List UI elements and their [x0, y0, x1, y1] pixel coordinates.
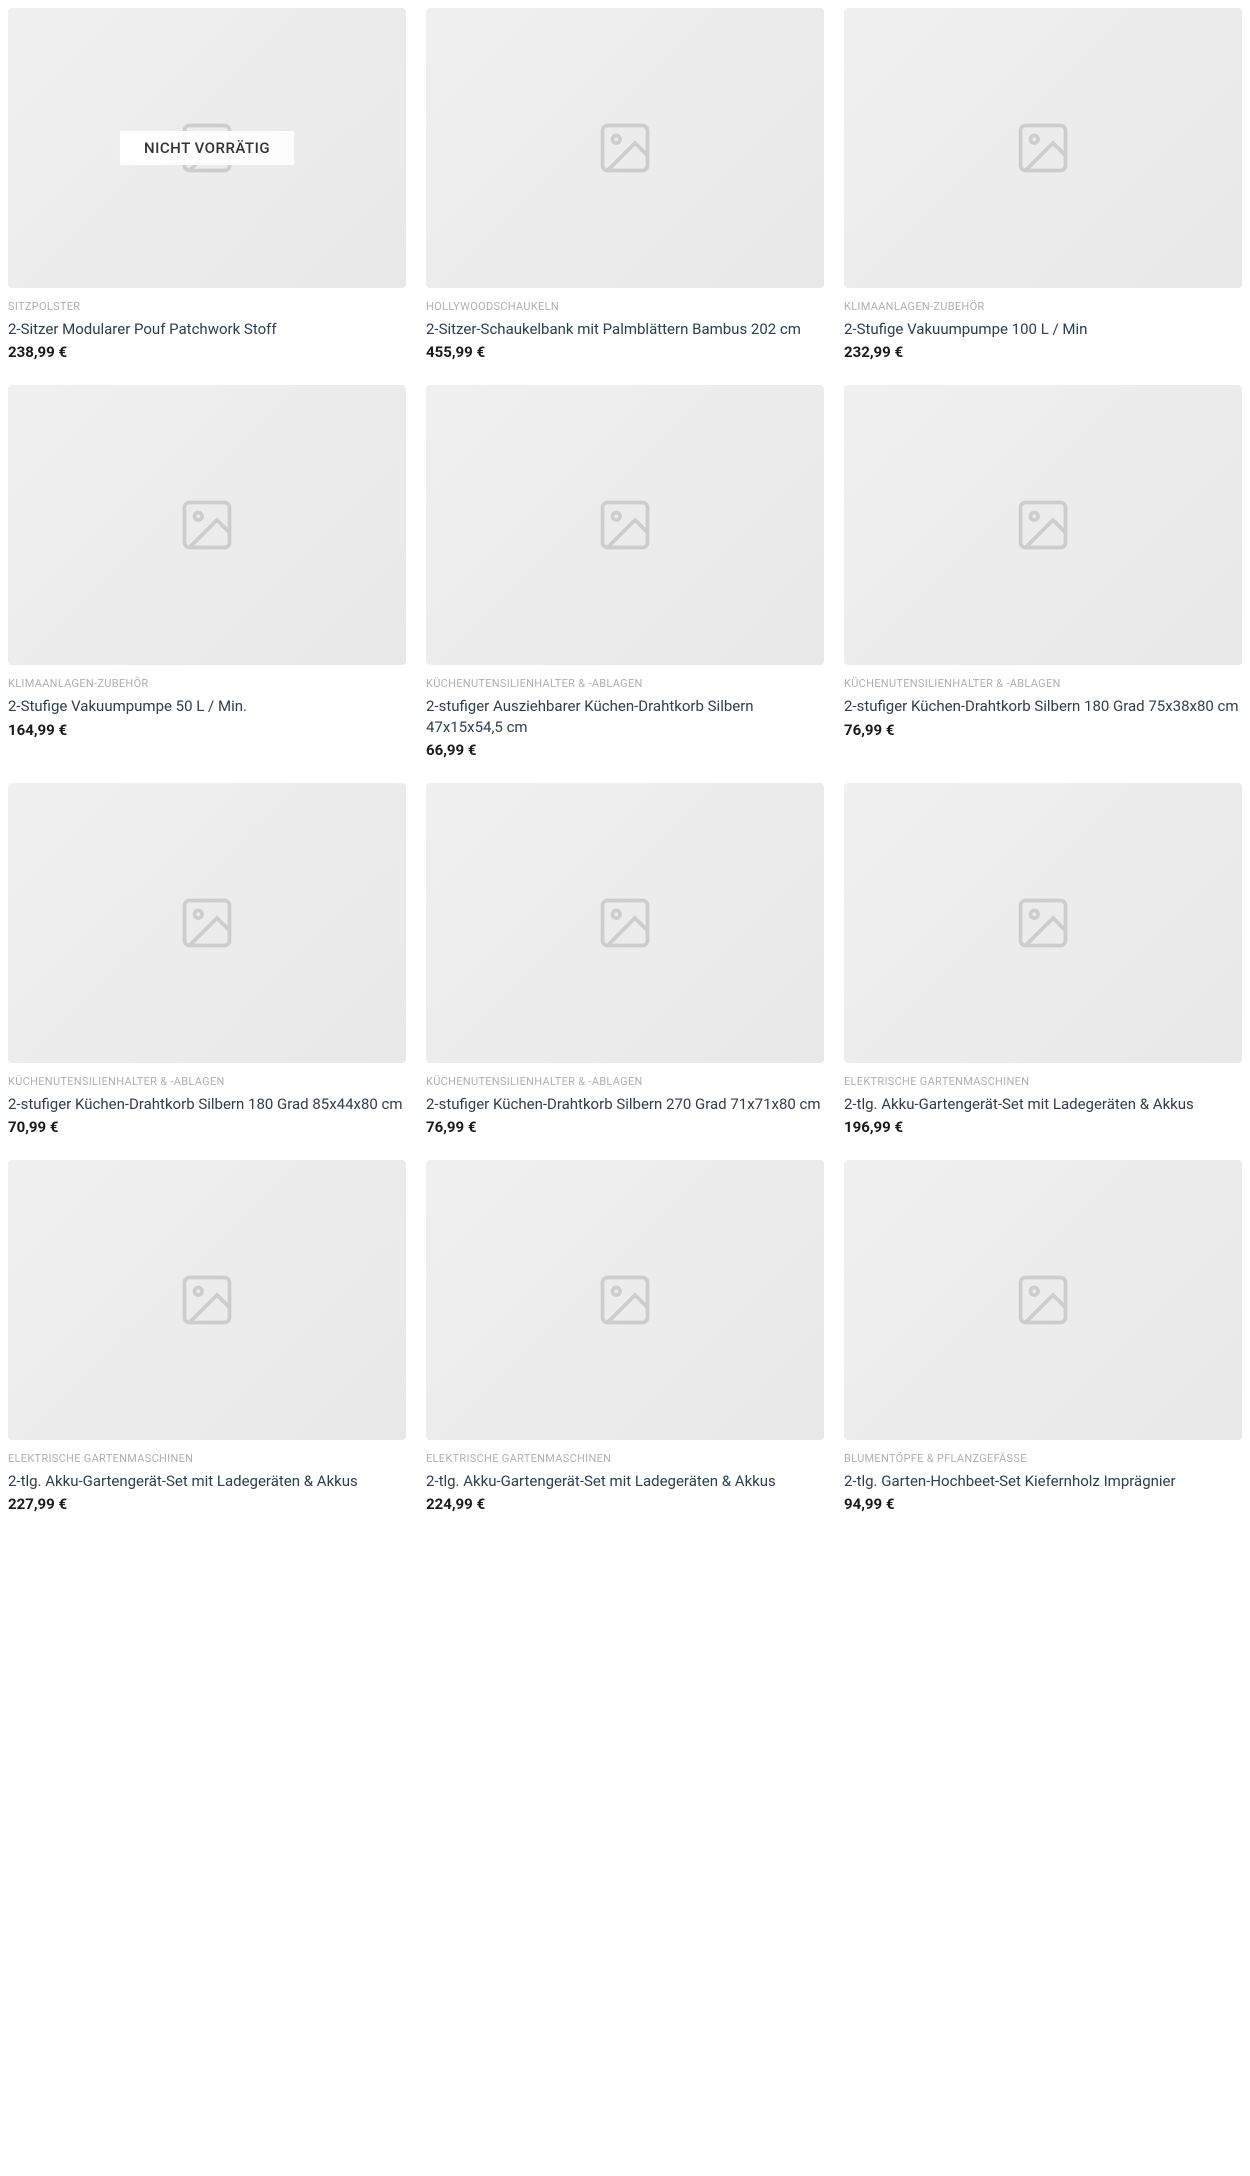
product-price: 66,99 € [426, 741, 824, 759]
out-of-stock-badge: NICHT VORRÄTIG [120, 131, 294, 165]
image-icon [1013, 495, 1073, 555]
image-placeholder [844, 783, 1242, 1063]
product-title[interactable]: 2-stufiger Küchen-Drahtkorb Silbern 180 … [8, 1094, 406, 1114]
product-category[interactable]: KÜCHENUTENSILIENHALTER & -ABLAGEN [844, 677, 1242, 690]
image-placeholder [426, 783, 824, 1063]
image-icon [177, 1270, 237, 1330]
product-card[interactable]: KÜCHENUTENSILIENHALTER & -ABLAGEN 2-stuf… [426, 783, 824, 1136]
product-price: 76,99 € [844, 721, 1242, 739]
product-card[interactable]: ELEKTRISCHE GARTENMASCHINEN 2-tlg. Akku-… [8, 1160, 406, 1513]
image-placeholder [844, 8, 1242, 288]
product-price: 70,99 € [8, 1118, 406, 1136]
product-image[interactable] [844, 783, 1242, 1063]
product-image[interactable] [426, 8, 824, 288]
image-icon [1013, 1270, 1073, 1330]
product-title[interactable]: 2-tlg. Akku-Gartengerät-Set mit Ladegerä… [426, 1471, 824, 1491]
image-placeholder [844, 1160, 1242, 1440]
image-placeholder [8, 783, 406, 1063]
image-icon [177, 893, 237, 953]
image-icon [595, 118, 655, 178]
image-icon [595, 1270, 655, 1330]
image-icon [1013, 118, 1073, 178]
product-category[interactable]: ELEKTRISCHE GARTENMASCHINEN [426, 1452, 824, 1465]
product-category[interactable]: KÜCHENUTENSILIENHALTER & -ABLAGEN [426, 677, 824, 690]
product-image[interactable] [426, 783, 824, 1063]
product-category[interactable]: BLUMENTÖPFE & PFLANZGEFÄSSE [844, 1452, 1242, 1465]
product-title[interactable]: 2-tlg. Garten-Hochbeet-Set Kiefernholz I… [844, 1471, 1242, 1491]
product-card[interactable]: KLIMAANLAGEN-ZUBEHÖR 2-Stufige Vakuumpum… [8, 385, 406, 759]
image-placeholder [8, 1160, 406, 1440]
product-image[interactable] [844, 1160, 1242, 1440]
product-title[interactable]: 2-Sitzer Modularer Pouf Patchwork Stoff [8, 319, 406, 339]
image-placeholder [426, 385, 824, 665]
product-price: 455,99 € [426, 343, 824, 361]
product-card[interactable]: ELEKTRISCHE GARTENMASCHINEN 2-tlg. Akku-… [844, 783, 1242, 1136]
product-title[interactable]: 2-stufiger Küchen-Drahtkorb Silbern 270 … [426, 1094, 824, 1114]
product-price: 227,99 € [8, 1495, 406, 1513]
product-image[interactable] [8, 385, 406, 665]
product-image[interactable] [426, 1160, 824, 1440]
product-category[interactable]: KLIMAANLAGEN-ZUBEHÖR [844, 300, 1242, 313]
product-title[interactable]: 2-Stufige Vakuumpumpe 50 L / Min. [8, 696, 406, 716]
product-card[interactable]: BLUMENTÖPFE & PFLANZGEFÄSSE 2-tlg. Garte… [844, 1160, 1242, 1513]
image-placeholder [844, 385, 1242, 665]
product-category[interactable]: SITZPOLSTER [8, 300, 406, 313]
product-price: 94,99 € [844, 1495, 1242, 1513]
product-category[interactable]: ELEKTRISCHE GARTENMASCHINEN [8, 1452, 406, 1465]
image-placeholder [426, 8, 824, 288]
product-category[interactable]: KLIMAANLAGEN-ZUBEHÖR [8, 677, 406, 690]
product-card[interactable]: HOLLYWOODSCHAUKELN 2-Sitzer-Schaukelbank… [426, 8, 824, 361]
product-card[interactable]: KÜCHENUTENSILIENHALTER & -ABLAGEN 2-stuf… [844, 385, 1242, 759]
product-title[interactable]: 2-tlg. Akku-Gartengerät-Set mit Ladegerä… [844, 1094, 1242, 1114]
image-icon [595, 495, 655, 555]
product-price: 196,99 € [844, 1118, 1242, 1136]
product-card[interactable]: ELEKTRISCHE GARTENMASCHINEN 2-tlg. Akku-… [426, 1160, 824, 1513]
product-image[interactable]: NICHT VORRÄTIG [8, 8, 406, 288]
product-price: 164,99 € [8, 721, 406, 739]
product-card[interactable]: KÜCHENUTENSILIENHALTER & -ABLAGEN 2-stuf… [8, 783, 406, 1136]
product-title[interactable]: 2-Sitzer-Schaukelbank mit Palmblättern B… [426, 319, 824, 339]
image-icon [177, 495, 237, 555]
image-icon [595, 893, 655, 953]
product-price: 232,99 € [844, 343, 1242, 361]
product-image[interactable] [8, 1160, 406, 1440]
product-title[interactable]: 2-stufiger Ausziehbarer Küchen-Drahtkorb… [426, 696, 824, 737]
product-title[interactable]: 2-Stufige Vakuumpumpe 100 L / Min [844, 319, 1242, 339]
product-category[interactable]: ELEKTRISCHE GARTENMASCHINEN [844, 1075, 1242, 1088]
product-card[interactable]: KLIMAANLAGEN-ZUBEHÖR 2-Stufige Vakuumpum… [844, 8, 1242, 361]
image-placeholder [8, 385, 406, 665]
product-category[interactable]: HOLLYWOODSCHAUKELN [426, 300, 824, 313]
product-category[interactable]: KÜCHENUTENSILIENHALTER & -ABLAGEN [426, 1075, 824, 1088]
product-image[interactable] [844, 385, 1242, 665]
product-image[interactable] [844, 8, 1242, 288]
image-placeholder [426, 1160, 824, 1440]
product-price: 238,99 € [8, 343, 406, 361]
product-price: 76,99 € [426, 1118, 824, 1136]
product-title[interactable]: 2-tlg. Akku-Gartengerät-Set mit Ladegerä… [8, 1471, 406, 1491]
image-icon [1013, 893, 1073, 953]
product-category[interactable]: KÜCHENUTENSILIENHALTER & -ABLAGEN [8, 1075, 406, 1088]
product-card[interactable]: NICHT VORRÄTIG SITZPOLSTER 2-Sitzer Modu… [8, 8, 406, 361]
product-image[interactable] [426, 385, 824, 665]
product-card[interactable]: KÜCHENUTENSILIENHALTER & -ABLAGEN 2-stuf… [426, 385, 824, 759]
product-image[interactable] [8, 783, 406, 1063]
product-title[interactable]: 2-stufiger Küchen-Drahtkorb Silbern 180 … [844, 696, 1242, 716]
product-grid: NICHT VORRÄTIG SITZPOLSTER 2-Sitzer Modu… [8, 8, 1242, 1513]
product-price: 224,99 € [426, 1495, 824, 1513]
